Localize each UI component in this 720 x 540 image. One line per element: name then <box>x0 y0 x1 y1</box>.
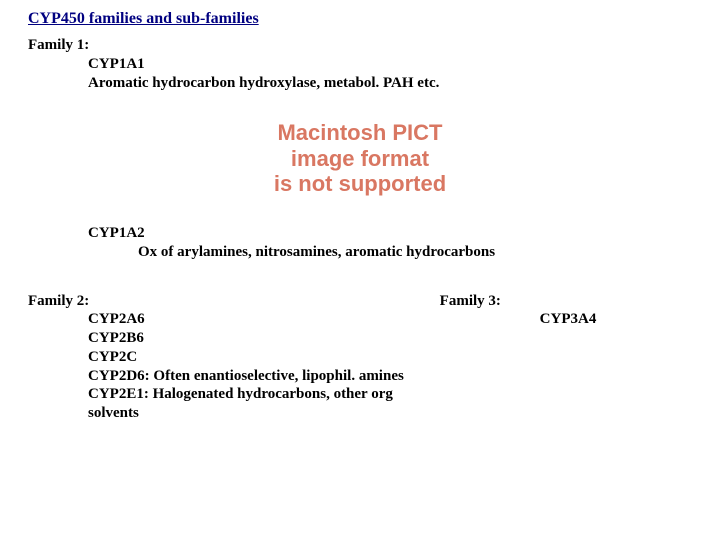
cyp1a1-description: Aromatic hydrocarbon hydroxylase, metabo… <box>28 74 692 93</box>
family3-column: Family 3: CYP3A4 <box>440 292 692 423</box>
slide-page: CYP450 families and sub-families Family … <box>0 0 720 433</box>
pict-line1: Macintosh PICT <box>274 120 446 145</box>
cyp2e1-label: CYP2E1: Halogenated hydrocarbons, other … <box>28 385 440 423</box>
cyp2c-label: CYP2C <box>28 348 440 367</box>
cyp3a4-label: CYP3A4 <box>440 310 692 329</box>
pict-line2: image format <box>274 146 446 171</box>
cyp2d6-label: CYP2D6: Often enantioselective, lipophil… <box>28 367 440 386</box>
cyp1a2-label: CYP1A2 <box>28 224 692 243</box>
cyp1a1-label: CYP1A1 <box>28 55 692 74</box>
family2-heading: Family 2: <box>28 292 440 311</box>
family1-heading: Family 1: <box>28 36 692 55</box>
pict-placeholder: Macintosh PICT image format is not suppo… <box>28 120 692 196</box>
pict-line3: is not supported <box>274 171 446 196</box>
family2-column: Family 2: CYP2A6 CYP2B6 CYP2C CYP2D6: Of… <box>28 292 440 423</box>
family-columns: Family 2: CYP2A6 CYP2B6 CYP2C CYP2D6: Of… <box>28 292 692 423</box>
slide-title: CYP450 families and sub-families <box>28 10 692 28</box>
cyp2b6-label: CYP2B6 <box>28 329 440 348</box>
cyp1a2-description: Ox of arylamines, nitrosamines, aromatic… <box>28 243 692 262</box>
cyp2a6-label: CYP2A6 <box>28 310 440 329</box>
family3-heading: Family 3: <box>440 292 692 311</box>
